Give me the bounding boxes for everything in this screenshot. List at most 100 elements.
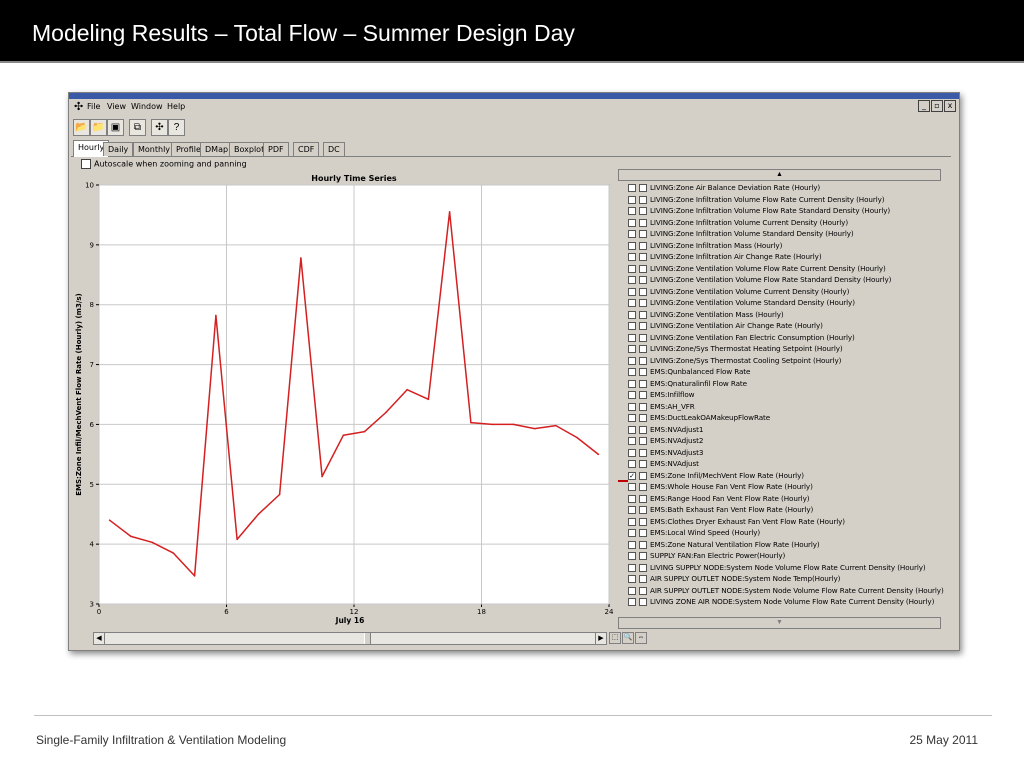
series-secondary-checkbox[interactable] — [639, 299, 647, 307]
series-secondary-checkbox[interactable] — [639, 483, 647, 491]
series-secondary-checkbox[interactable] — [639, 218, 647, 227]
series-checkbox[interactable] — [628, 287, 636, 296]
series-secondary-checkbox[interactable] — [639, 184, 647, 192]
series-checkbox[interactable] — [628, 264, 636, 273]
series-secondary-checkbox[interactable] — [639, 276, 647, 284]
legend-item[interactable]: LIVING:Zone Infiltration Volume Flow Rat… — [628, 205, 943, 217]
legend-item[interactable]: EMS:Bath Exhaust Fan Vent Flow Rate (Hou… — [628, 504, 943, 516]
legend-item[interactable]: LIVING:Zone Ventilation Volume Flow Rate… — [628, 263, 943, 275]
series-checkbox[interactable] — [628, 425, 636, 434]
series-secondary-checkbox[interactable] — [639, 586, 647, 595]
series-checkbox[interactable] — [628, 437, 636, 445]
scroll-right-icon[interactable]: ▶ — [595, 633, 606, 644]
series-checkbox[interactable] — [628, 402, 636, 411]
series-checkbox[interactable] — [628, 218, 636, 227]
legend-item[interactable]: EMS:Local Wind Speed (Hourly) — [628, 527, 943, 539]
tab-daily[interactable]: Daily — [103, 142, 134, 156]
legend-item[interactable]: LIVING:Zone Ventilation Volume Current D… — [628, 286, 943, 298]
series-checkbox[interactable] — [628, 299, 636, 307]
legend-item[interactable]: EMS:Range Hood Fan Vent Flow Rate (Hourl… — [628, 493, 943, 505]
series-checkbox[interactable] — [628, 253, 636, 261]
series-secondary-checkbox[interactable] — [639, 517, 647, 526]
legend-item[interactable]: SUPPLY FAN:Fan Electric Power(Hourly) — [628, 550, 943, 562]
legend-item[interactable]: EMS:Zone Natural Ventilation Flow Rate (… — [628, 539, 943, 551]
series-secondary-checkbox[interactable] — [639, 322, 647, 330]
series-checkbox[interactable] — [628, 552, 636, 560]
series-secondary-checkbox[interactable] — [639, 207, 647, 215]
restore-button[interactable]: ▫ — [931, 100, 943, 112]
series-checkbox[interactable] — [628, 356, 636, 365]
series-secondary-checkbox[interactable] — [639, 230, 647, 238]
legend-item[interactable]: EMS:Whole House Fan Vent Flow Rate (Hour… — [628, 481, 943, 493]
legend-scroll-down-button[interactable]: ▼ — [618, 617, 941, 629]
menu-view[interactable]: View — [107, 102, 126, 111]
series-checkbox[interactable] — [628, 276, 636, 284]
series-secondary-checkbox[interactable] — [639, 310, 647, 319]
legend-item[interactable]: EMS:Qunbalanced Flow Rate — [628, 366, 943, 378]
series-checkbox[interactable] — [628, 414, 636, 422]
legend-item[interactable]: LIVING:Zone Ventilation Volume Standard … — [628, 297, 943, 309]
legend-item[interactable]: LIVING:Zone Ventilation Fan Electric Con… — [628, 332, 943, 344]
legend-item[interactable]: EMS:DuctLeakOAMakeupFlowRate — [628, 412, 943, 424]
series-checkbox[interactable] — [628, 184, 636, 192]
series-secondary-checkbox[interactable] — [639, 563, 647, 572]
help-icon[interactable]: ? — [168, 119, 185, 136]
legend-item[interactable]: LIVING:Zone Air Balance Deviation Rate (… — [628, 182, 943, 194]
tab-monthly[interactable]: Monthly — [133, 142, 176, 156]
menu-file[interactable]: File — [87, 102, 101, 111]
horizontal-scrollbar[interactable]: ◀ ▶ — [93, 632, 607, 645]
scroll-left-icon[interactable]: ◀ — [94, 633, 105, 644]
legend-scroll-up-button[interactable]: ▲ — [618, 169, 941, 181]
series-secondary-checkbox[interactable] — [639, 264, 647, 273]
series-checkbox[interactable] — [628, 483, 636, 491]
series-checkbox[interactable] — [628, 598, 636, 606]
legend-item[interactable]: EMS:NVAdjust — [628, 458, 943, 470]
zoom-fit-icon[interactable]: ⇔ — [635, 632, 647, 644]
legend-item[interactable]: ✓ EMS:Zone Infil/MechVent Flow Rate (Hour… — [628, 470, 943, 482]
series-checkbox[interactable] — [628, 207, 636, 215]
legend-item[interactable]: LIVING:Zone Ventilation Volume Flow Rate… — [628, 274, 943, 286]
legend-item[interactable]: LIVING:Zone Infiltration Air Change Rate… — [628, 251, 943, 263]
series-checkbox[interactable] — [628, 322, 636, 330]
tab-cdf[interactable]: CDF — [293, 142, 320, 156]
series-secondary-checkbox[interactable] — [639, 379, 647, 388]
series-secondary-checkbox[interactable] — [639, 391, 647, 399]
legend-item[interactable]: AIR SUPPLY OUTLET NODE:System Node Volum… — [628, 585, 944, 597]
legend-item[interactable]: EMS:Infilflow — [628, 389, 943, 401]
app-icon-button[interactable]: ✣ — [151, 119, 168, 136]
series-secondary-checkbox[interactable] — [639, 368, 647, 376]
series-secondary-checkbox[interactable] — [639, 471, 647, 480]
series-checkbox[interactable] — [628, 506, 636, 514]
series-checkbox[interactable] — [628, 517, 636, 526]
legend-item[interactable]: LIVING:Zone Infiltration Volume Standard… — [628, 228, 943, 240]
folder-icon[interactable]: 📁 — [90, 119, 107, 136]
series-secondary-checkbox[interactable] — [639, 598, 647, 606]
series-checkbox[interactable] — [628, 368, 636, 376]
series-secondary-checkbox[interactable] — [639, 437, 647, 445]
series-secondary-checkbox[interactable] — [639, 448, 647, 457]
legend-item[interactable]: LIVING:Zone Infiltration Mass (Hourly) — [628, 240, 943, 252]
tab-dc[interactable]: DC — [323, 142, 345, 156]
series-secondary-checkbox[interactable] — [639, 356, 647, 365]
series-checkbox[interactable] — [628, 195, 636, 204]
series-secondary-checkbox[interactable] — [639, 529, 647, 537]
legend-item[interactable]: LIVING:Zone Ventilation Air Change Rate … — [628, 320, 943, 332]
legend-item[interactable]: LIVING:Zone/Sys Thermostat Heating Setpo… — [628, 343, 943, 355]
series-secondary-checkbox[interactable] — [639, 345, 647, 353]
series-secondary-checkbox[interactable] — [639, 253, 647, 261]
series-secondary-checkbox[interactable] — [639, 287, 647, 296]
series-secondary-checkbox[interactable] — [639, 494, 647, 503]
series-checkbox[interactable] — [628, 345, 636, 353]
series-checkbox[interactable] — [628, 563, 636, 572]
autoscale-option[interactable]: Autoscale when zooming and panning — [81, 159, 247, 169]
autoscale-checkbox[interactable] — [81, 159, 91, 169]
series-secondary-checkbox[interactable] — [639, 552, 647, 560]
series-checkbox[interactable] — [628, 379, 636, 388]
legend-item[interactable]: AIR SUPPLY OUTLET NODE:System Node Temp(… — [628, 573, 943, 585]
series-checkbox[interactable] — [628, 529, 636, 537]
series-secondary-checkbox[interactable] — [639, 195, 647, 204]
series-secondary-checkbox[interactable] — [639, 575, 647, 583]
zoom-in-icon[interactable]: 🔍 — [622, 632, 634, 644]
minimize-button[interactable]: _ — [918, 100, 930, 112]
series-checkbox[interactable] — [628, 310, 636, 319]
